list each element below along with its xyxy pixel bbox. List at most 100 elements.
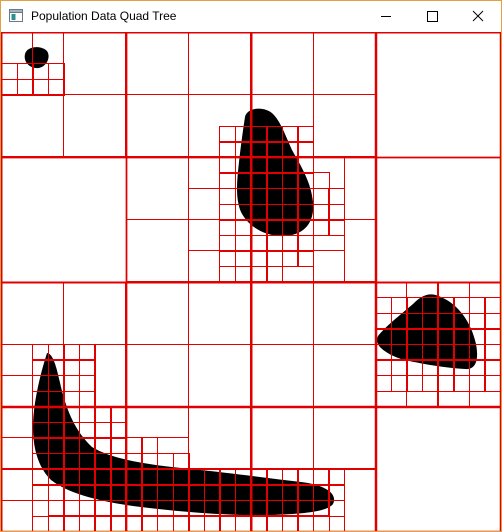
quadtree-cell	[1, 375, 33, 407]
quadtree-cell	[1, 500, 33, 531]
quadtree-cell	[126, 94, 189, 157]
quadtree-cell	[1, 94, 64, 157]
quadtree-cell	[126, 437, 143, 454]
quadtree-cell	[173, 453, 190, 470]
title-bar[interactable]: Population Data Quad Tree	[1, 1, 501, 32]
quadtree-cell	[48, 391, 65, 408]
quadtree-cell	[141, 515, 158, 531]
population-blob	[33, 353, 335, 516]
quadtree-cell	[126, 282, 189, 345]
quadtree-cell	[313, 172, 330, 189]
quadtree-cell	[219, 235, 236, 252]
quadtree-cell	[328, 469, 345, 486]
quadtree-cell	[391, 359, 408, 376]
quadtree-cell	[328, 500, 345, 517]
quadtree-cell	[219, 204, 236, 221]
quadtree-cell	[204, 515, 221, 531]
quadtree-cell	[313, 500, 330, 517]
quadtree-cell	[17, 79, 34, 96]
maximize-button[interactable]	[409, 1, 455, 32]
population-blob	[24, 47, 49, 69]
minimize-button[interactable]	[363, 1, 409, 32]
quadtree-cell	[391, 313, 408, 330]
quadtree-cell	[235, 266, 252, 283]
quadtree-cell	[469, 344, 486, 361]
quadtree-cell	[126, 219, 189, 282]
quadtree-cell	[219, 157, 236, 174]
quadtree-cell	[173, 515, 190, 531]
quadtree-cell	[375, 375, 392, 392]
window-title: Population Data Quad Tree	[31, 9, 177, 23]
quadtree-cell	[328, 204, 345, 221]
quadtree-cell	[251, 266, 268, 283]
quadtree-cell	[110, 437, 127, 454]
quadtree-cell	[79, 375, 96, 392]
quadtree-canvas[interactable]	[1, 32, 501, 531]
quadtree-cell	[235, 235, 252, 252]
quadtree-cell	[110, 406, 127, 423]
close-icon	[472, 10, 484, 22]
quadtree-cell	[63, 344, 80, 361]
quadtree-cell	[282, 515, 299, 531]
quadtree-cell	[204, 469, 221, 486]
quadtree-cell	[126, 344, 189, 407]
quadtree-cell	[188, 250, 220, 282]
quadtree-cell	[282, 250, 299, 267]
quadtree-cell	[484, 375, 501, 392]
app-window-icon	[9, 9, 23, 22]
close-button[interactable]	[455, 1, 501, 32]
quadtree-cell	[375, 359, 392, 376]
quadtree-cell	[297, 126, 314, 143]
quadtree-cell	[313, 250, 345, 282]
quadtree-cell	[375, 297, 392, 314]
quadtree-cell	[282, 157, 299, 174]
quadtree-cell	[188, 515, 205, 531]
quadtree-cell	[282, 126, 299, 143]
quadtree-cell	[251, 32, 314, 95]
quadtree-cell	[95, 422, 112, 439]
quadtree-cell	[374, 156, 501, 284]
quadtree-cell	[469, 375, 486, 392]
quadtree-cell	[79, 359, 96, 376]
quadtree-cell	[188, 188, 220, 220]
quadtree-cell	[204, 500, 221, 517]
quadtree-cell	[484, 328, 501, 345]
quadtree-cell	[32, 484, 49, 501]
quadtree-cell	[188, 219, 220, 251]
quadtree-cell	[282, 500, 299, 517]
quadtree-cell	[313, 204, 330, 221]
quadtree-cell	[219, 141, 236, 158]
quadtree-cell	[251, 406, 314, 469]
quadtree-cell	[79, 515, 96, 531]
quadtree-cell	[141, 437, 158, 454]
quadtree-cell	[484, 297, 501, 314]
quadtree-cell	[63, 94, 126, 157]
quadtree-cell	[219, 515, 236, 531]
quadtree-cell	[297, 250, 314, 267]
quadtree-cell	[188, 282, 251, 345]
quadtree-cell	[48, 500, 65, 517]
quadtree-cell	[297, 157, 314, 174]
quadtree-cell	[251, 250, 268, 267]
quadtree-view	[1, 32, 501, 531]
quadtree-grid	[1, 32, 501, 531]
quadtree-cell	[173, 500, 190, 517]
quadtree-cell	[63, 359, 80, 376]
quadtree-cell	[63, 500, 80, 517]
quadtree-cell	[313, 344, 376, 407]
quadtree-cell	[219, 250, 236, 267]
quadtree-cell	[1, 437, 33, 469]
quadtree-cell	[79, 500, 96, 517]
quadtree-cell	[219, 266, 236, 283]
quadtree-cell	[484, 313, 501, 330]
quadtree-cell	[328, 188, 345, 205]
quadtree-cell	[32, 79, 49, 96]
quadtree-cell	[219, 188, 236, 205]
quadtree-cell	[313, 406, 376, 469]
quadtree-cell	[63, 515, 80, 531]
quadtree-cell	[313, 515, 330, 531]
quadtree-cell	[282, 204, 299, 221]
quadtree-cell	[374, 405, 501, 531]
quadtree-cell	[219, 172, 236, 189]
